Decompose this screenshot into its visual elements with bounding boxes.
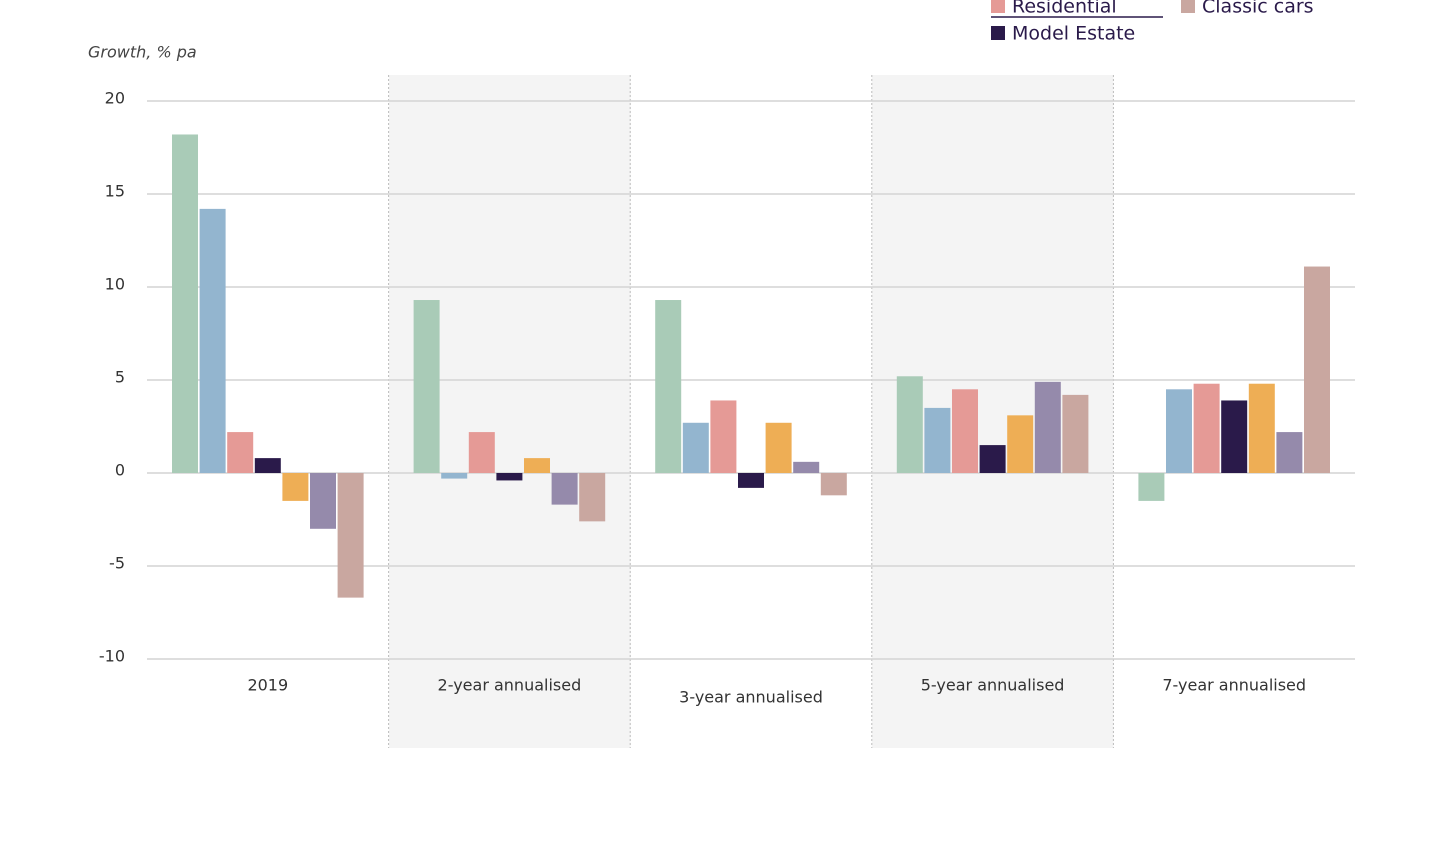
bar — [1304, 266, 1330, 473]
y-tick-label: 5 — [115, 368, 125, 387]
x-tick-label: 2-year annualised — [438, 676, 582, 695]
bar — [1248, 383, 1275, 473]
x-tick-label: 7-year annualised — [1162, 676, 1306, 695]
y-tick-label: 0 — [115, 461, 125, 480]
x-tick-label: 2019 — [247, 676, 288, 695]
bar — [172, 134, 198, 474]
legend-swatch — [991, 26, 1005, 40]
bar — [820, 473, 847, 496]
bar — [1276, 432, 1303, 473]
x-tick-label: 5-year annualised — [921, 676, 1065, 695]
bar — [551, 473, 578, 505]
bar — [793, 461, 820, 473]
bar — [254, 458, 281, 473]
bar — [441, 473, 468, 479]
bar — [337, 473, 364, 598]
bar — [710, 400, 737, 473]
y-tick-label: -5 — [109, 554, 125, 573]
y-tick-label: 10 — [105, 275, 125, 294]
y-tick-label: -10 — [99, 647, 125, 666]
legend-label: Model Estate — [1012, 23, 1135, 45]
bar — [1034, 381, 1061, 473]
bar — [413, 300, 440, 473]
bar — [765, 422, 792, 473]
bar — [524, 458, 550, 473]
y-tick-label: 20 — [105, 89, 125, 108]
y-axis-label: Growth, % pa — [88, 43, 197, 62]
y-tick-label: 15 — [105, 182, 125, 201]
x-tick-label: 3-year annualised — [679, 688, 823, 707]
bar — [1062, 394, 1089, 473]
bar — [952, 389, 978, 473]
legend-label: Classic cars — [1202, 0, 1314, 18]
bar — [282, 473, 309, 501]
bar — [579, 473, 606, 522]
bar — [496, 473, 523, 481]
bar — [682, 422, 709, 473]
bar — [227, 432, 254, 473]
legend-swatch — [1181, 0, 1195, 13]
bar — [1221, 400, 1248, 473]
bar — [1007, 415, 1034, 473]
bar — [896, 376, 923, 473]
bar — [655, 300, 682, 473]
bar — [738, 473, 764, 488]
bar — [199, 208, 226, 473]
legend-label: Residential — [1012, 0, 1117, 18]
bar — [468, 432, 495, 473]
bar — [1193, 383, 1220, 473]
bar — [924, 407, 951, 473]
bar — [1166, 389, 1192, 473]
bar — [310, 473, 336, 529]
legend-swatch — [991, 0, 1005, 13]
bar — [1138, 473, 1165, 501]
bar — [979, 445, 1006, 473]
